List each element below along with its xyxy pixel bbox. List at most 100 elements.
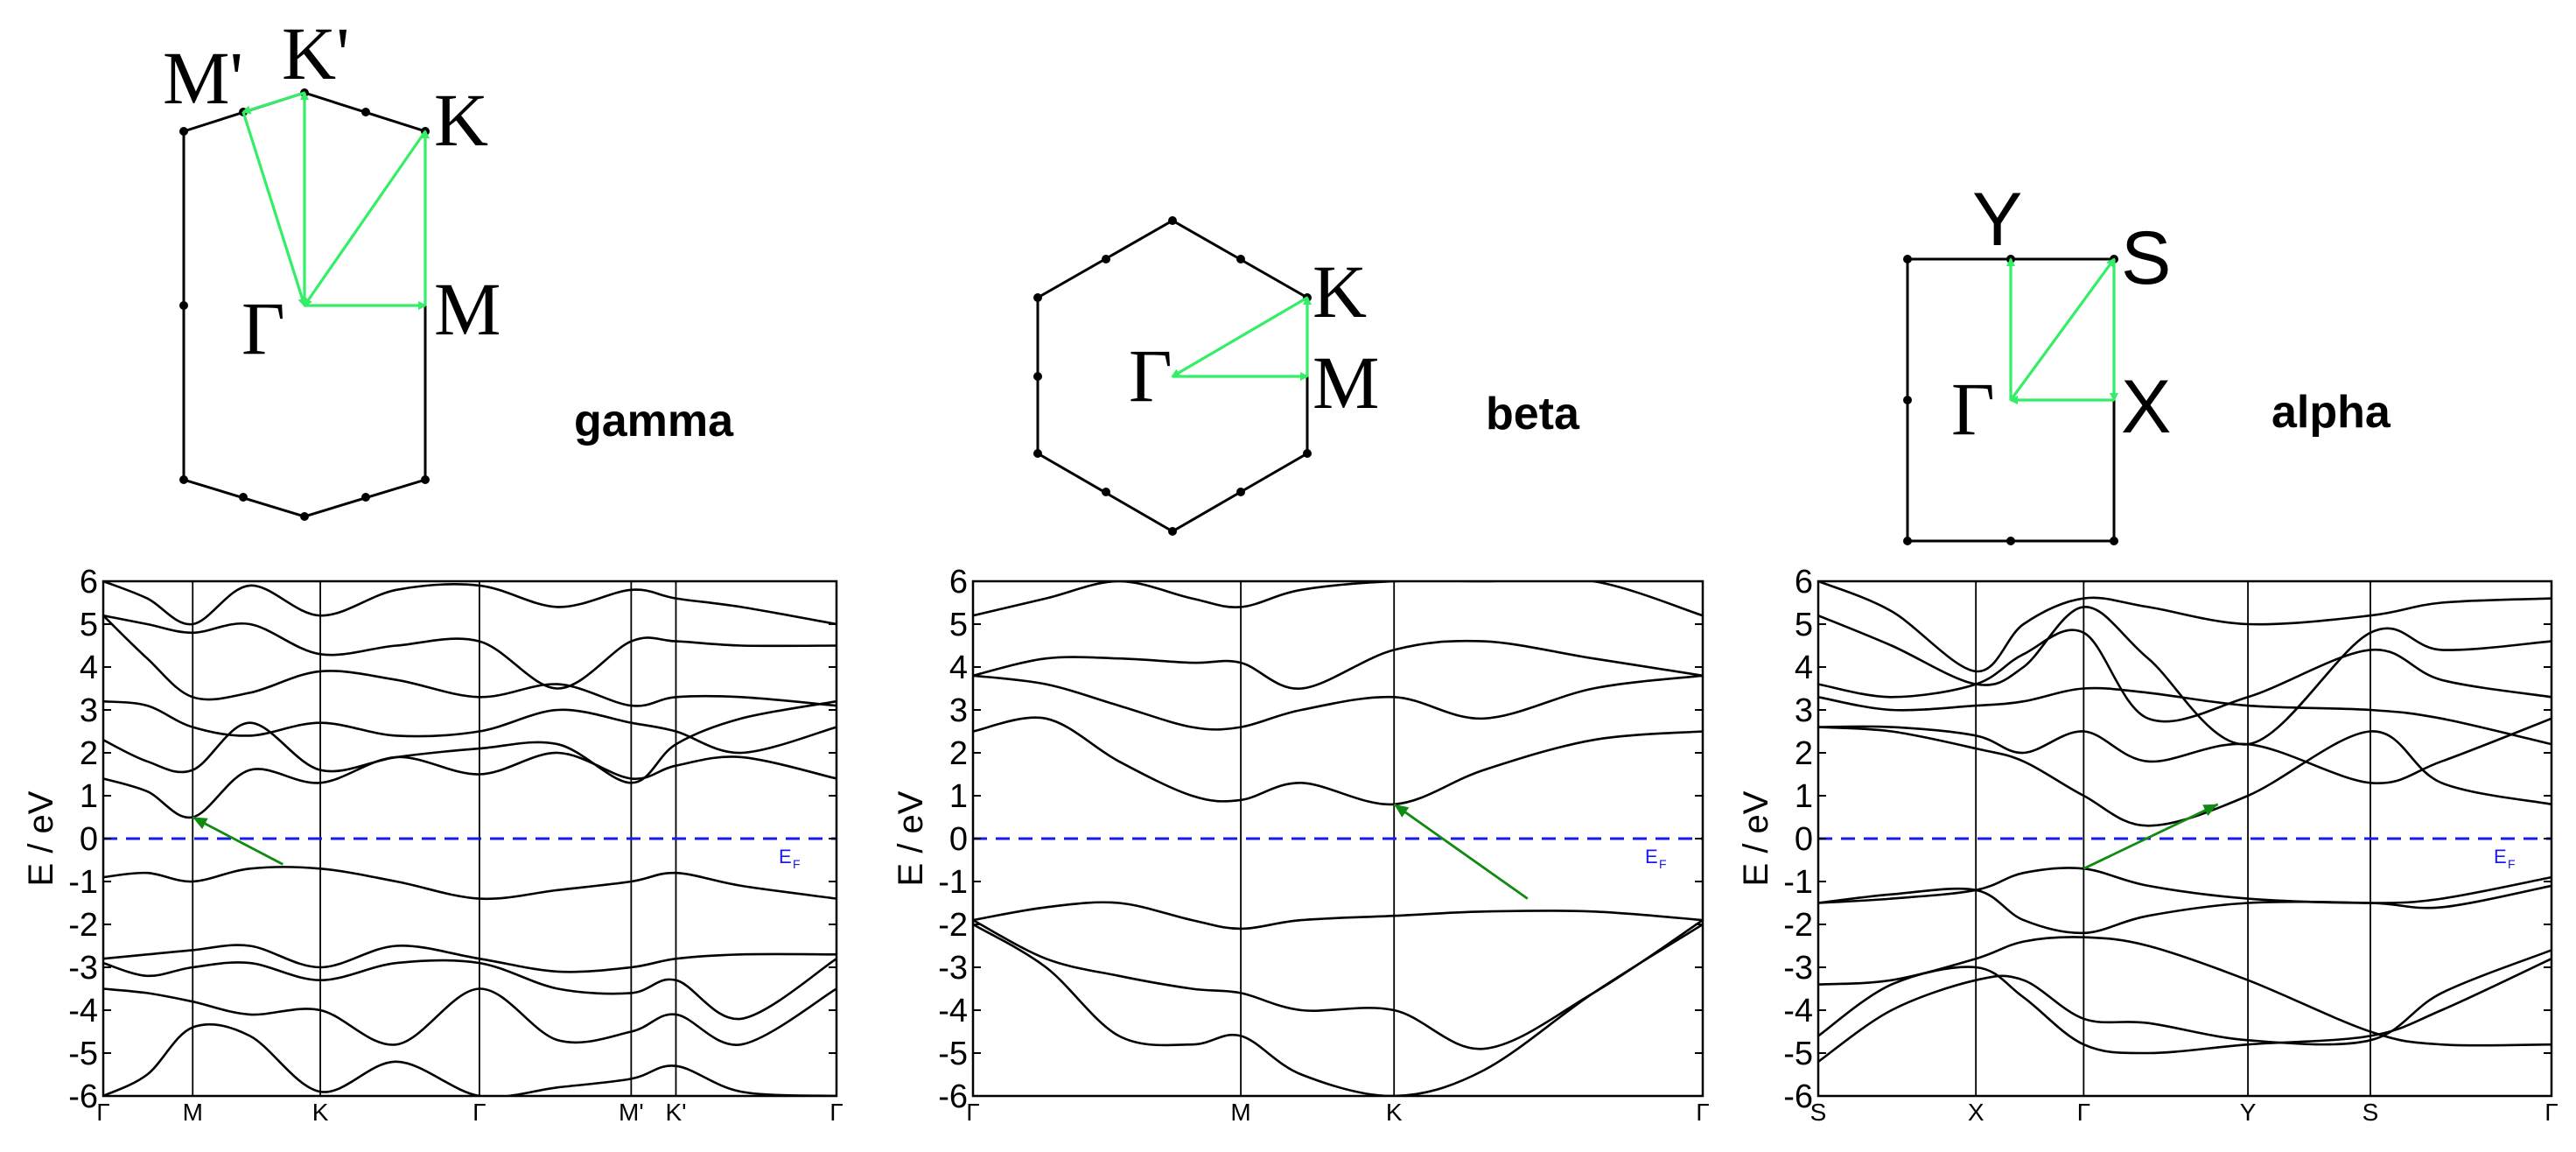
y-tick-label: -1 (938, 864, 968, 901)
y-tick-label: -2 (68, 907, 98, 944)
bz-alpha-label-gamma: Γ (1951, 367, 1995, 451)
band-line (973, 639, 1703, 690)
panel-title-gamma: gamma (574, 396, 734, 446)
transition-arrow (1393, 803, 1529, 900)
y-tick-label: 6 (949, 564, 968, 601)
y-tick-label: 2 (949, 735, 968, 772)
kpoint-label: Y (2240, 1099, 2257, 1126)
y-tick-label: -3 (1783, 950, 1813, 987)
y-tick-label: -4 (68, 993, 98, 1029)
y-axis-label: E / eV (1737, 790, 1775, 886)
band-line (973, 674, 1703, 731)
bands (103, 581, 836, 1096)
band-line (103, 958, 836, 1021)
bz-beta: Γ K M beta (1033, 216, 1580, 536)
band-line (1818, 936, 2552, 1047)
band-line (1818, 581, 2552, 673)
y-axis-label: E / eV (892, 790, 930, 886)
y-tick-label: 1 (949, 778, 968, 815)
band-line (973, 716, 1703, 806)
kpoint-label: M (1230, 1099, 1250, 1126)
bz-alpha: Y S Γ X alpha (1903, 178, 2391, 545)
y-tick-label: -2 (938, 907, 968, 944)
y-tick-label: -3 (68, 950, 98, 987)
fermi-level-label: E (2494, 846, 2507, 868)
y-tick-label: 3 (80, 692, 98, 729)
band-line (973, 901, 1703, 931)
kpoint-label: Γ (1696, 1099, 1709, 1126)
y-tick-label: 4 (949, 650, 968, 686)
y-tick-label: 2 (80, 735, 98, 772)
band-line (1818, 606, 2552, 746)
bz-gamma-vertices (179, 88, 430, 521)
bz-gamma-label-gamma: Γ (242, 286, 285, 370)
y-tick-label: -1 (68, 864, 98, 901)
y-tick-label: 0 (949, 821, 968, 858)
y-tick-label: -1 (1783, 864, 1813, 901)
kpoint-label: Γ (2077, 1099, 2090, 1126)
band-line (103, 944, 836, 973)
y-tick-label: 6 (1795, 564, 1813, 601)
band-line (103, 751, 836, 819)
band-line (1818, 726, 2552, 827)
transition-arrow-head (2202, 804, 2218, 817)
y-tick-label: 3 (949, 692, 968, 729)
bz-beta-path-arrows (1171, 295, 1312, 382)
y-tick-label: -2 (1783, 907, 1813, 944)
panel-title-alpha: alpha (2272, 387, 2391, 438)
y-axis-label: E / eV (22, 790, 60, 886)
y-tick-label: 6 (80, 564, 98, 601)
band-line (973, 581, 1703, 617)
bz-gamma-label-mprime: M' (163, 36, 243, 120)
y-tick-label: -3 (938, 950, 968, 987)
kpoint-label: S (2362, 1099, 2379, 1126)
bands (1818, 581, 2552, 1063)
bz-beta-label-m: M (1312, 341, 1379, 425)
y-tick-label: 1 (1795, 778, 1813, 815)
y-tick-label: 0 (1795, 821, 1813, 858)
y-tick-label: -6 (68, 1078, 98, 1115)
kpoint-label: Γ (472, 1099, 486, 1126)
band-line (1818, 629, 2552, 723)
transition-arrow (2082, 803, 2219, 870)
bz-alpha-label-y: Y (1972, 178, 2022, 262)
y-tick-label: -4 (1783, 993, 1813, 1029)
band-line (103, 987, 836, 1046)
transition-arrow-head (1394, 804, 1410, 818)
y-tick-label: -5 (1783, 1036, 1813, 1072)
bands (973, 581, 1703, 1096)
panel-title-beta: beta (1486, 389, 1580, 439)
band-line (103, 699, 836, 784)
fermi-level-label: E (1645, 846, 1658, 868)
y-tick-label: 3 (1795, 692, 1813, 729)
band-line (1818, 717, 2552, 785)
band-line (103, 614, 836, 690)
band-line (103, 699, 836, 755)
kpoint-label: K (1386, 1099, 1403, 1126)
y-tick-label: 0 (80, 821, 98, 858)
kpoint-label: Γ (966, 1099, 979, 1126)
y-tick-label: 5 (949, 607, 968, 643)
kpoint-label: M (183, 1099, 203, 1126)
kpoint-label: Γ (2544, 1099, 2558, 1126)
band-line (103, 581, 836, 626)
bz-beta-label-k: K (1312, 249, 1367, 334)
band-line (973, 918, 1703, 1050)
bz-beta-vertices (1033, 216, 1312, 536)
band-line (103, 1022, 836, 1096)
bz-gamma-label-m: M (434, 267, 500, 351)
y-tick-label: -5 (938, 1036, 968, 1072)
fermi-level-subscript: F (2508, 857, 2516, 871)
kpoint-label: K (312, 1099, 329, 1126)
kpoint-label: S (1810, 1099, 1827, 1126)
fermi-level-label: E (779, 846, 792, 868)
fermi-level-subscript: F (793, 857, 801, 871)
bz-gamma-path-arrows (242, 90, 430, 311)
kpoint-label: K' (665, 1099, 686, 1126)
bz-gamma-label-k: K (434, 78, 488, 162)
y-tick-label: 2 (1795, 735, 1813, 772)
band-line (1818, 884, 2552, 935)
band-line (973, 923, 1703, 1096)
